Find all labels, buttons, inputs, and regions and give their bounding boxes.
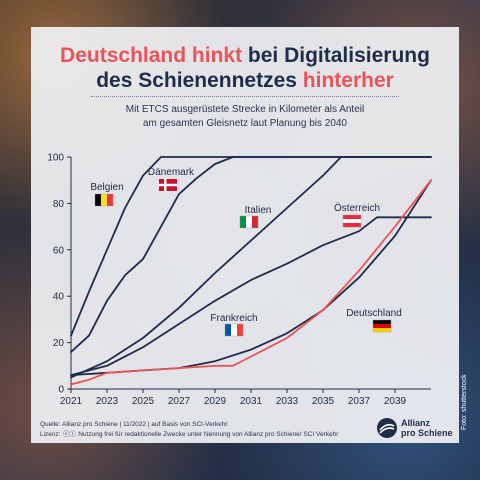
title-highlight: Deutschland hinkt xyxy=(60,44,243,67)
flag-stripe xyxy=(231,324,238,336)
flag-stripe xyxy=(343,219,361,224)
series-label-österreich: Österreich xyxy=(334,202,380,214)
chart-subtitle-line1: Mit ETCS ausgerüstete Strecke in Kilomet… xyxy=(125,104,365,115)
flag-stripe xyxy=(343,223,361,228)
logo-line1: Allianz xyxy=(401,418,431,428)
x-tick-label: 2029 xyxy=(204,396,227,407)
flag-stripe xyxy=(373,328,391,333)
flag-stripe xyxy=(237,324,244,336)
y-tick-label: 0 xyxy=(58,385,64,396)
x-tick-label: 2033 xyxy=(276,396,299,407)
title-rest: des Schienennetzes xyxy=(96,69,303,92)
series-label-belgien: Belgien xyxy=(90,182,123,193)
license-text: Nutzung frei für redaktionelle Zwecke un… xyxy=(78,431,339,438)
x-tick-label: 2035 xyxy=(312,396,335,407)
flag-stripe xyxy=(373,324,391,329)
x-tick-label: 2031 xyxy=(240,396,263,407)
y-tick-label: 40 xyxy=(53,292,65,303)
infographic-card: Deutschland hinkt bei Digitalisierung de… xyxy=(31,27,459,443)
series-label-dänemark: Dänemark xyxy=(148,167,195,178)
x-tick-label: 2021 xyxy=(60,396,83,407)
x-tick-label: 2037 xyxy=(348,396,371,407)
page-title-line2: des Schienennetzes hinterher xyxy=(31,68,459,93)
series-line-belgien xyxy=(70,156,432,337)
cc-license-icon: ⓒⓘ xyxy=(62,431,76,438)
line-chart: 0 20 40 60 80 100 2021 2023 2025 2027 2029 2031 2033… xyxy=(47,153,432,407)
flag-stripe xyxy=(246,216,253,228)
y-tick-label: 20 xyxy=(53,338,65,349)
series-line-dänemark xyxy=(70,156,432,353)
series-line-österreich xyxy=(70,216,432,377)
flag-border xyxy=(342,214,362,228)
flag-border xyxy=(94,193,114,207)
photo-credit: Foto: shutterstock xyxy=(461,374,468,430)
logo-line2: pro Schiene xyxy=(401,428,453,438)
flag-italien-icon xyxy=(240,216,247,228)
title-divider xyxy=(91,96,399,97)
chart-subtitle-line2: am gesamten Gleisnetz laut Planung bis 2… xyxy=(142,118,347,129)
flag-frankreich-icon xyxy=(225,324,232,336)
title-highlight: hinterher xyxy=(302,69,394,92)
license-label: Lizenz: xyxy=(40,431,61,438)
x-tick-label: 2023 xyxy=(96,396,119,407)
flag-belgien-icon xyxy=(95,194,102,206)
series-line-italien xyxy=(70,156,432,379)
flag-stripe xyxy=(252,216,259,228)
flag-border xyxy=(372,319,392,333)
flag-stripe xyxy=(101,194,108,206)
allianz-logo-icon xyxy=(377,418,397,438)
series-label-deutschland: Deutschland xyxy=(346,308,402,319)
flag-österreich-icon xyxy=(343,215,361,220)
title-rest: bei Digitalisierung xyxy=(242,44,430,67)
flag-deutschland-icon xyxy=(373,320,391,325)
x-tick-label: 2039 xyxy=(384,396,407,407)
flag-border xyxy=(224,323,244,337)
series-line-deutschland xyxy=(70,179,432,386)
license-note: Lizenz: ⓒⓘ Nutzung frei für redaktionell… xyxy=(40,430,338,439)
flag-cross-h xyxy=(159,183,177,187)
flag-stripe xyxy=(107,194,114,206)
page-title-line1: Deutschland hinkt bei Digitalisierung xyxy=(31,43,459,68)
y-tick-label: 80 xyxy=(53,199,65,210)
source-note: Quelle: Allianz pro Schiene | 11/2022 | … xyxy=(40,421,228,428)
y-tick-label: 100 xyxy=(47,153,64,164)
series-label-italien: Italien xyxy=(245,205,272,216)
x-tick-label: 2027 xyxy=(168,396,191,407)
y-tick-label: 60 xyxy=(53,245,65,256)
flag-border xyxy=(239,215,259,229)
x-tick-label: 2025 xyxy=(132,396,155,407)
series-label-frankreich: Frankreich xyxy=(210,313,257,324)
